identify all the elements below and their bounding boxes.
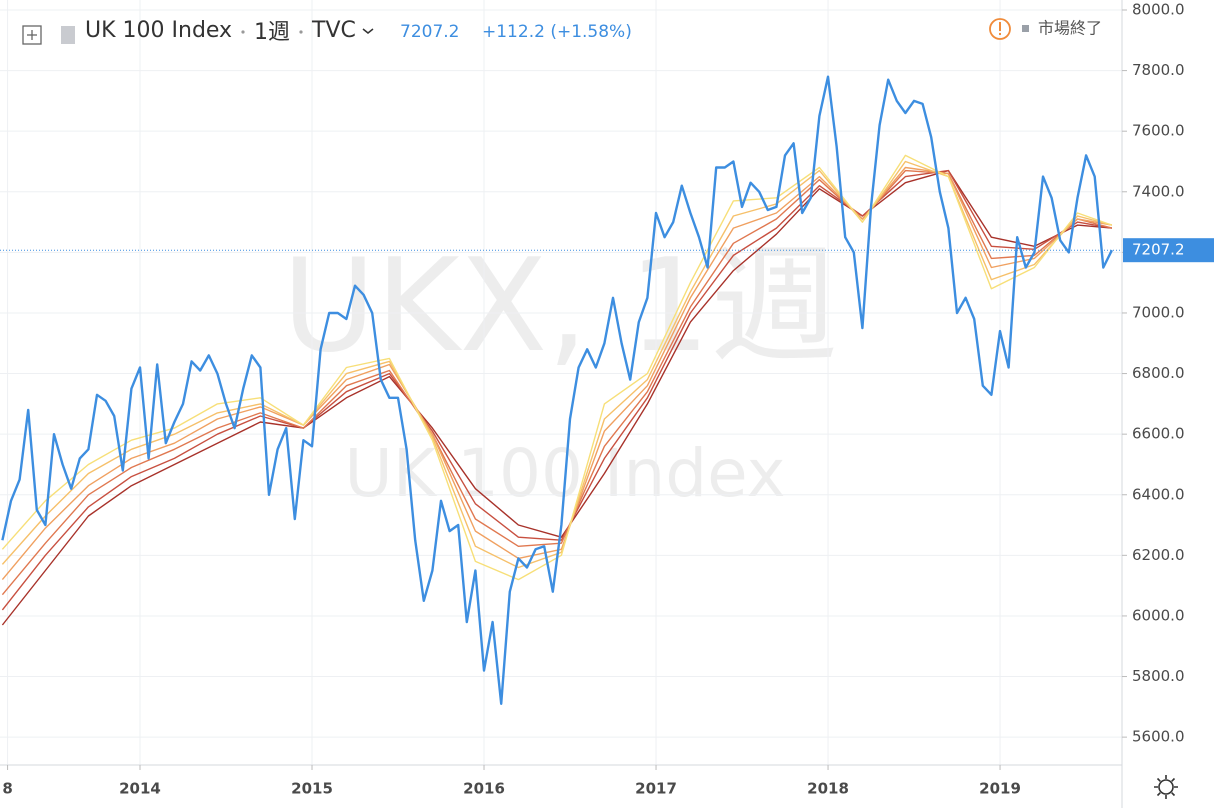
exchange[interactable]: TVC: [311, 18, 356, 43]
y-tick-label: 7600.0: [1132, 122, 1185, 140]
status-dot: [1022, 25, 1029, 32]
plot-area: [0, 0, 1122, 765]
x-tick-label: 2015: [291, 780, 333, 798]
y-tick-label: 7000.0: [1132, 303, 1185, 321]
flag-icon: [61, 26, 75, 44]
y-tick-label: 6400.0: [1132, 485, 1185, 503]
watermark-title: UKX, 1週: [282, 232, 838, 381]
y-tick-label: 6000.0: [1132, 606, 1185, 624]
add-icon[interactable]: [22, 25, 42, 45]
x-tick-label: 2016: [463, 780, 505, 798]
y-tick-label: 7800.0: [1132, 61, 1185, 79]
warning-icon: [999, 33, 1001, 35]
warning-icon[interactable]: [989, 18, 1011, 40]
last-price-label: 7207.2: [1132, 241, 1185, 259]
separator: [299, 30, 303, 34]
y-tick-label: 6800.0: [1132, 364, 1185, 382]
price-line: [1, 75, 1113, 705]
y-tick-label: 7400.0: [1132, 182, 1185, 200]
y-tick-label: 5600.0: [1132, 728, 1185, 746]
y-tick-label: 5800.0: [1132, 667, 1185, 685]
market-status: 市場終了: [1038, 19, 1102, 38]
ribbon-line: [1, 154, 1113, 581]
settings-icon[interactable]: [1158, 779, 1174, 795]
ribbon-line: [1, 160, 1113, 569]
y-tick-label: 6200.0: [1132, 546, 1185, 564]
ribbon-line: [1, 169, 1113, 596]
last-price: 7207.2: [400, 22, 459, 42]
interval[interactable]: 1週: [254, 20, 290, 45]
x-tick-label: 2018: [807, 780, 849, 798]
warning-icon: [999, 22, 1001, 31]
x-tick-label: 2019: [979, 780, 1021, 798]
y-tick-label: 8000.0: [1132, 0, 1185, 18]
symbol-name[interactable]: UK 100 Index: [85, 18, 232, 43]
separator: [241, 30, 245, 34]
ribbon-line: [1, 169, 1112, 626]
x-tick-label: 2017: [635, 780, 677, 798]
last-price-badge: [1123, 238, 1214, 263]
x-tick-label: 2014: [119, 780, 161, 798]
settings-icon: [1154, 775, 1178, 799]
x-tick-label: 8: [2, 780, 12, 798]
price-change: +112.2 (+1.58%): [482, 22, 632, 42]
y-tick-label: 6600.0: [1132, 425, 1185, 443]
exchange-dropdown[interactable]: [362, 28, 374, 34]
